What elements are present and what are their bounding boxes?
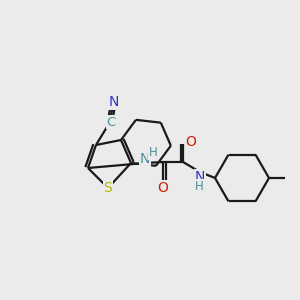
Text: H: H — [148, 146, 158, 160]
Text: C: C — [106, 116, 116, 128]
Text: N: N — [195, 170, 205, 184]
Text: N: N — [140, 152, 150, 166]
Text: S: S — [103, 181, 112, 195]
Text: O: O — [158, 181, 168, 195]
Text: H: H — [195, 179, 203, 193]
Text: O: O — [186, 135, 196, 149]
Text: N: N — [109, 95, 119, 109]
